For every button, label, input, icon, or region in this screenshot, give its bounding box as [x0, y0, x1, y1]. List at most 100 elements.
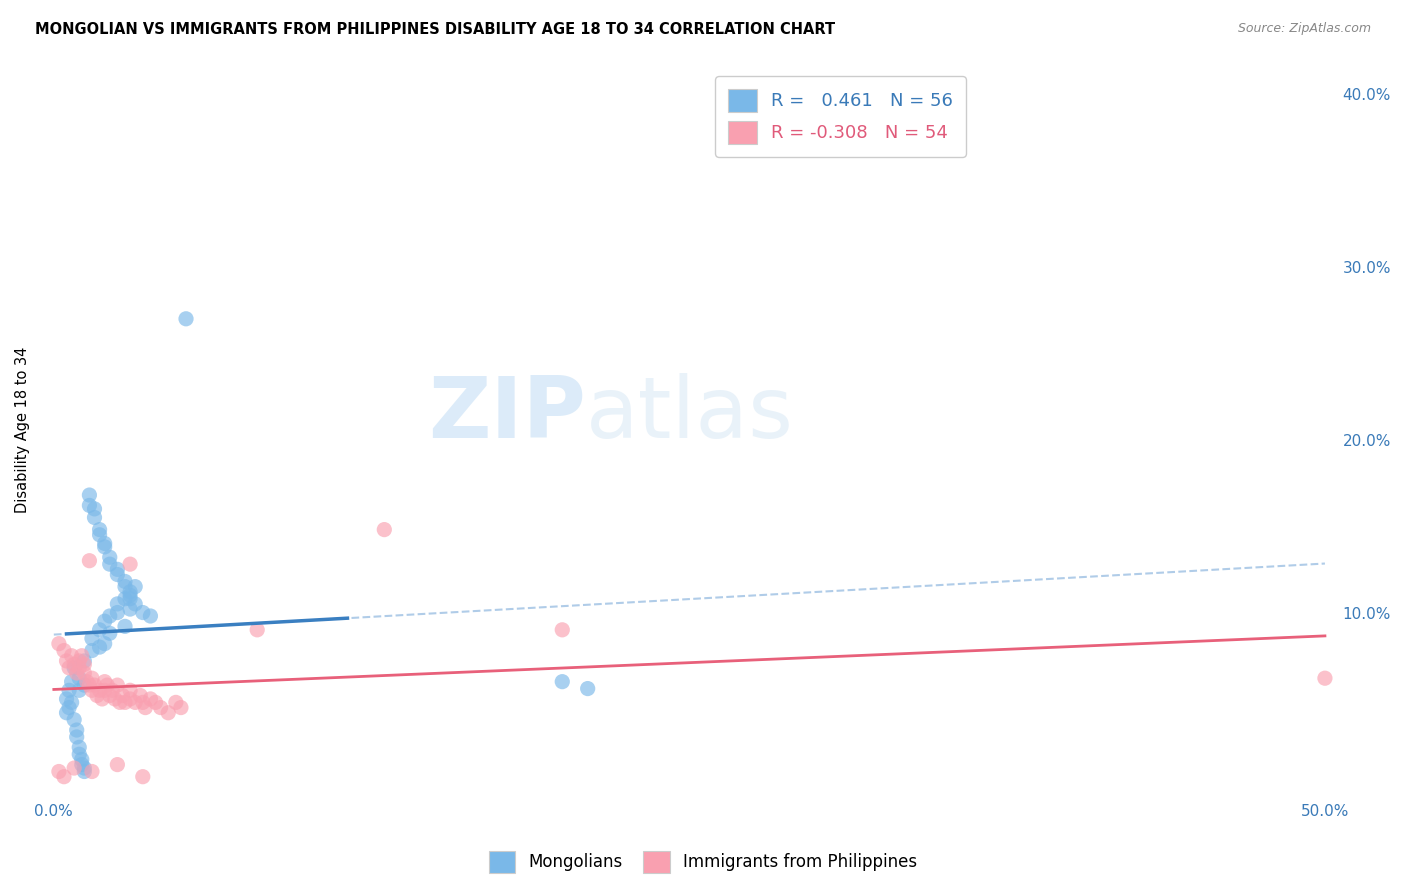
Point: [67, 661, 90, 675]
Point: [83, 678, 105, 692]
Point: [1313, 671, 1336, 685]
Point: [80, 764, 103, 779]
Text: atlas: atlas: [586, 373, 793, 456]
Point: [105, 567, 128, 582]
Point: [60, 695, 83, 709]
Point: [120, 683, 142, 698]
Point: [114, 580, 136, 594]
Point: [73, 764, 96, 779]
Point: [63, 657, 86, 672]
Point: [83, 510, 105, 524]
Point: [551, 674, 574, 689]
Point: [55, 706, 77, 720]
Point: [80, 643, 103, 657]
Legend: R =   0.461   N = 56, R = -0.308   N = 54: R = 0.461 N = 56, R = -0.308 N = 54: [716, 76, 966, 157]
Point: [165, 695, 187, 709]
Point: [551, 623, 574, 637]
Point: [55, 692, 77, 706]
Point: [48, 637, 70, 651]
Point: [157, 706, 180, 720]
Point: [70, 648, 93, 663]
Point: [124, 580, 146, 594]
Point: [63, 761, 86, 775]
Point: [89, 528, 111, 542]
Point: [83, 501, 105, 516]
Point: [139, 692, 162, 706]
Y-axis label: Disability Age 18 to 34: Disability Age 18 to 34: [15, 346, 30, 513]
Point: [86, 689, 108, 703]
Point: [58, 683, 80, 698]
Point: [70, 757, 93, 772]
Point: [120, 584, 142, 599]
Point: [139, 609, 162, 624]
Point: [66, 723, 89, 737]
Point: [55, 654, 77, 668]
Point: [145, 695, 167, 709]
Point: [60, 674, 83, 689]
Point: [73, 654, 96, 668]
Point: [98, 550, 121, 565]
Point: [63, 661, 86, 675]
Point: [120, 588, 142, 602]
Point: [89, 523, 111, 537]
Point: [63, 713, 86, 727]
Point: [79, 554, 101, 568]
Point: [105, 757, 128, 772]
Point: [93, 674, 115, 689]
Text: ZIP: ZIP: [427, 373, 586, 456]
Point: [114, 574, 136, 589]
Point: [91, 692, 114, 706]
Point: [120, 557, 142, 571]
Point: [53, 770, 76, 784]
Point: [373, 523, 395, 537]
Point: [70, 752, 93, 766]
Point: [105, 597, 128, 611]
Point: [76, 674, 98, 689]
Point: [124, 597, 146, 611]
Point: [246, 623, 269, 637]
Point: [129, 689, 152, 703]
Point: [114, 695, 136, 709]
Point: [60, 648, 83, 663]
Point: [79, 499, 101, 513]
Point: [105, 678, 128, 692]
Point: [79, 678, 101, 692]
Legend: Mongolians, Immigrants from Philippines: Mongolians, Immigrants from Philippines: [482, 845, 924, 880]
Point: [124, 695, 146, 709]
Point: [89, 640, 111, 654]
Point: [101, 683, 124, 698]
Point: [73, 678, 96, 692]
Point: [111, 689, 134, 703]
Point: [132, 606, 155, 620]
Point: [98, 557, 121, 571]
Point: [79, 488, 101, 502]
Point: [73, 666, 96, 681]
Point: [149, 700, 172, 714]
Point: [58, 661, 80, 675]
Text: Source: ZipAtlas.com: Source: ZipAtlas.com: [1237, 22, 1371, 36]
Point: [132, 770, 155, 784]
Point: [73, 761, 96, 775]
Point: [108, 695, 131, 709]
Point: [93, 536, 115, 550]
Point: [104, 692, 127, 706]
Point: [67, 671, 90, 685]
Point: [53, 643, 76, 657]
Point: [93, 540, 115, 554]
Point: [67, 654, 90, 668]
Point: [58, 700, 80, 714]
Point: [114, 619, 136, 633]
Point: [132, 695, 155, 709]
Point: [80, 671, 103, 685]
Point: [80, 683, 103, 698]
Point: [93, 637, 115, 651]
Point: [105, 562, 128, 576]
Point: [93, 683, 115, 698]
Point: [66, 730, 89, 744]
Point: [93, 614, 115, 628]
Point: [67, 747, 90, 762]
Point: [170, 700, 193, 714]
Point: [120, 602, 142, 616]
Point: [105, 606, 128, 620]
Point: [98, 626, 121, 640]
